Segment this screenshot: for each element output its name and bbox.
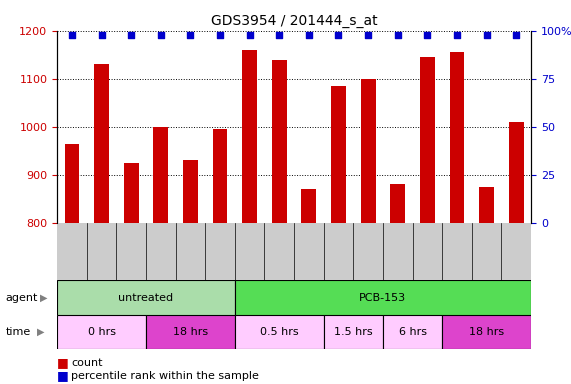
Point xyxy=(215,31,224,38)
Bar xyxy=(449,52,464,223)
Text: agent: agent xyxy=(6,293,38,303)
Point xyxy=(452,31,461,38)
Bar xyxy=(509,122,524,223)
Point xyxy=(245,31,254,38)
Text: untreated: untreated xyxy=(118,293,174,303)
Bar xyxy=(383,315,442,349)
Text: 6 hrs: 6 hrs xyxy=(399,327,427,337)
Text: ■: ■ xyxy=(57,369,69,382)
Bar xyxy=(57,280,235,315)
Text: ▶: ▶ xyxy=(37,327,45,337)
Point xyxy=(482,31,491,38)
Point xyxy=(97,31,106,38)
Point xyxy=(67,31,77,38)
Bar xyxy=(65,144,79,223)
Text: PCB-153: PCB-153 xyxy=(359,293,407,303)
Bar xyxy=(272,60,287,223)
Text: count: count xyxy=(71,358,103,368)
Bar xyxy=(235,315,324,349)
Point xyxy=(334,31,343,38)
Bar xyxy=(331,86,346,223)
Text: 0.5 hrs: 0.5 hrs xyxy=(260,327,299,337)
Text: 18 hrs: 18 hrs xyxy=(469,327,504,337)
Bar xyxy=(235,280,531,315)
Bar xyxy=(242,50,257,223)
Point xyxy=(156,31,166,38)
Bar xyxy=(146,315,235,349)
Bar xyxy=(479,187,494,223)
Point xyxy=(304,31,313,38)
Text: percentile rank within the sample: percentile rank within the sample xyxy=(71,371,259,381)
Point xyxy=(364,31,373,38)
Text: 0 hrs: 0 hrs xyxy=(87,327,115,337)
Bar xyxy=(124,163,139,223)
Bar xyxy=(301,189,316,223)
Bar xyxy=(154,127,168,223)
Bar xyxy=(361,79,376,223)
Point xyxy=(393,31,403,38)
Bar xyxy=(442,315,531,349)
Point xyxy=(275,31,284,38)
Bar xyxy=(57,315,146,349)
Point xyxy=(512,31,521,38)
Text: ▶: ▶ xyxy=(40,293,47,303)
Text: time: time xyxy=(6,327,31,337)
Text: ■: ■ xyxy=(57,356,69,369)
Bar xyxy=(212,129,227,223)
Bar xyxy=(94,65,109,223)
Bar xyxy=(183,161,198,223)
Point xyxy=(186,31,195,38)
Point xyxy=(423,31,432,38)
Text: 18 hrs: 18 hrs xyxy=(173,327,208,337)
Text: 1.5 hrs: 1.5 hrs xyxy=(334,327,373,337)
Point xyxy=(127,31,136,38)
Bar xyxy=(420,57,435,223)
Bar xyxy=(391,184,405,223)
Title: GDS3954 / 201444_s_at: GDS3954 / 201444_s_at xyxy=(211,14,377,28)
Bar xyxy=(324,315,383,349)
